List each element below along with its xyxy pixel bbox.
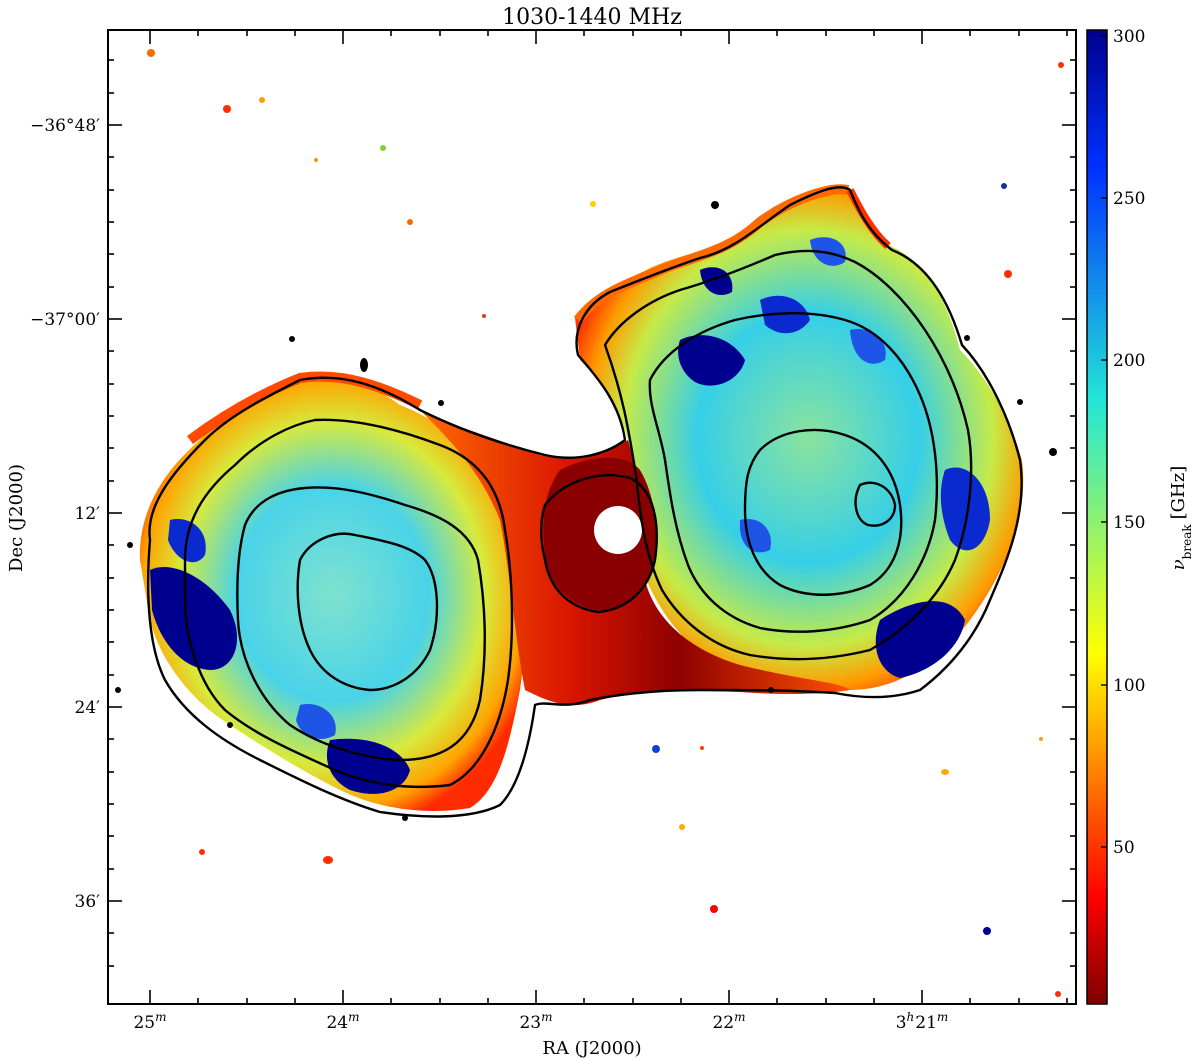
x-axis-ticks: [149, 30, 1068, 1004]
x-tick-label-25m: 25m: [133, 1010, 166, 1033]
colorbar-ticks: [1101, 35, 1107, 848]
contour-mid-left: [183, 418, 514, 789]
colorbar-tick-100: 100: [1113, 676, 1145, 696]
x-tick-label-23m: 23m: [519, 1010, 552, 1033]
contour-mid-right: [603, 249, 973, 661]
y-tick-label-4: 36′: [75, 892, 101, 912]
colorbar-tick-50: 50: [1113, 838, 1135, 858]
contour-bridge: [540, 474, 658, 614]
plot-frame: [107, 29, 1077, 1005]
y-axis-label: Dec (J2000): [6, 464, 27, 572]
colorbar-tick-200: 200: [1113, 351, 1145, 371]
colorbar-tick-labels: 50 100 150 200 250 300: [1113, 27, 1145, 858]
contour-outer: [146, 186, 1023, 818]
colorbar-tick-250: 250: [1113, 189, 1145, 209]
colorbar-tick-150: 150: [1113, 513, 1145, 533]
colorbar-tick-300: 300: [1113, 27, 1145, 47]
left-lobe-region: [139, 376, 526, 811]
contour-core-right-2: [854, 481, 897, 527]
contour-core-left: [296, 532, 439, 692]
high-break-patches: [150, 237, 990, 794]
compact-sources: [115, 49, 1064, 997]
y-tick-label-1: −37°00′: [30, 310, 100, 330]
y-tick-label-0: −36°48′: [30, 116, 100, 136]
x-tick-label-22m: 22m: [712, 1010, 745, 1033]
chart-title: 1030-1440 MHz: [502, 5, 682, 30]
contour-inner-left: [236, 486, 486, 762]
colorbar-label: νbreak[GHz]: [1168, 466, 1194, 571]
spectral-map-image: [115, 49, 1064, 997]
intensity-contours: [146, 186, 1023, 818]
y-tick-label-3: 24′: [75, 698, 101, 718]
colorbar: [1086, 29, 1108, 1005]
x-axis-label: RA (J2000): [542, 1038, 641, 1059]
y-axis-ticks: [108, 59, 1076, 967]
contour-inner-right: [648, 312, 939, 633]
x-tick-labels: 25m 24m 23m 22m 3h21m: [133, 1010, 948, 1033]
y-tick-labels: −36°48′ −37°00′ 12′ 24′ 36′: [30, 116, 100, 912]
x-tick-label-24m: 24m: [326, 1010, 359, 1033]
contour-core-right: [743, 428, 903, 596]
y-tick-label-2: 12′: [75, 504, 101, 524]
bridge-hole: [594, 506, 642, 554]
x-tick-label-3h21m: 3h21m: [896, 1010, 949, 1033]
